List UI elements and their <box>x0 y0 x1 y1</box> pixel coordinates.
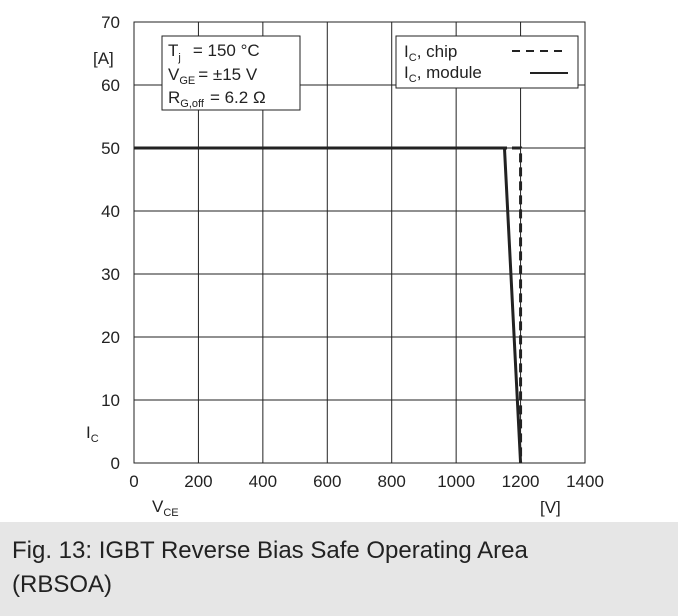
x-tick-label: 200 <box>184 472 212 491</box>
series-layer <box>134 146 523 464</box>
y-tick-label: 10 <box>101 391 120 410</box>
y-tick-label: 20 <box>101 328 120 347</box>
x-tick-label: 1200 <box>502 472 540 491</box>
y-tick-label: 30 <box>101 265 120 284</box>
y-tick-label: 70 <box>101 13 120 32</box>
x-tick-label: 0 <box>129 472 138 491</box>
y-unit-label: [A] <box>93 49 114 68</box>
x-unit-label: [V] <box>540 498 561 517</box>
condition-vge: VGE = ±15 V <box>168 65 258 87</box>
plot-border <box>133 21 586 464</box>
conditions-box: Tj = 150 °C VGE = ±15 V RG,off = 6.2 Ω <box>161 35 301 111</box>
x-axis-label: VCE <box>152 497 179 519</box>
caption-line-1: Fig. 13: IGBT Reverse Bias Safe Operatin… <box>12 537 528 564</box>
x-tick-label: 800 <box>378 472 406 491</box>
y-tick-label: 60 <box>101 76 120 95</box>
legend-entry-module: IC, module <box>404 63 482 85</box>
series-line-chip <box>134 146 523 463</box>
legend-entry-chip: IC, chip <box>404 42 457 64</box>
caption-line-2: (RBSOA) <box>12 571 113 598</box>
x-tick-label: 1000 <box>437 472 475 491</box>
y-tick-label: 0 <box>111 454 120 473</box>
y-tick-label: 40 <box>101 202 120 221</box>
condition-tj: Tj = 150 °C <box>168 41 260 64</box>
figure-caption: Fig. 13: IGBT Reverse Bias Safe Operatin… <box>0 522 678 616</box>
rbsoa-chart: 0 200 400 600 800 1000 1200 1400 0 10 20 30 40 50 60 70… <box>86 13 604 519</box>
x-tick-label: 400 <box>249 472 277 491</box>
y-tick-label: 50 <box>101 139 120 158</box>
x-tick-label: 600 <box>313 472 341 491</box>
x-tick-label: 1400 <box>566 472 604 491</box>
condition-rgoff: RG,off = 6.2 Ω <box>168 88 266 110</box>
tick-labels: 0 200 400 600 800 1000 1200 1400 0 10 20 30 40 50 60 70 <box>101 13 604 491</box>
y-axis-label: IC <box>86 423 99 445</box>
legend: IC, chip IC, module <box>395 35 579 89</box>
